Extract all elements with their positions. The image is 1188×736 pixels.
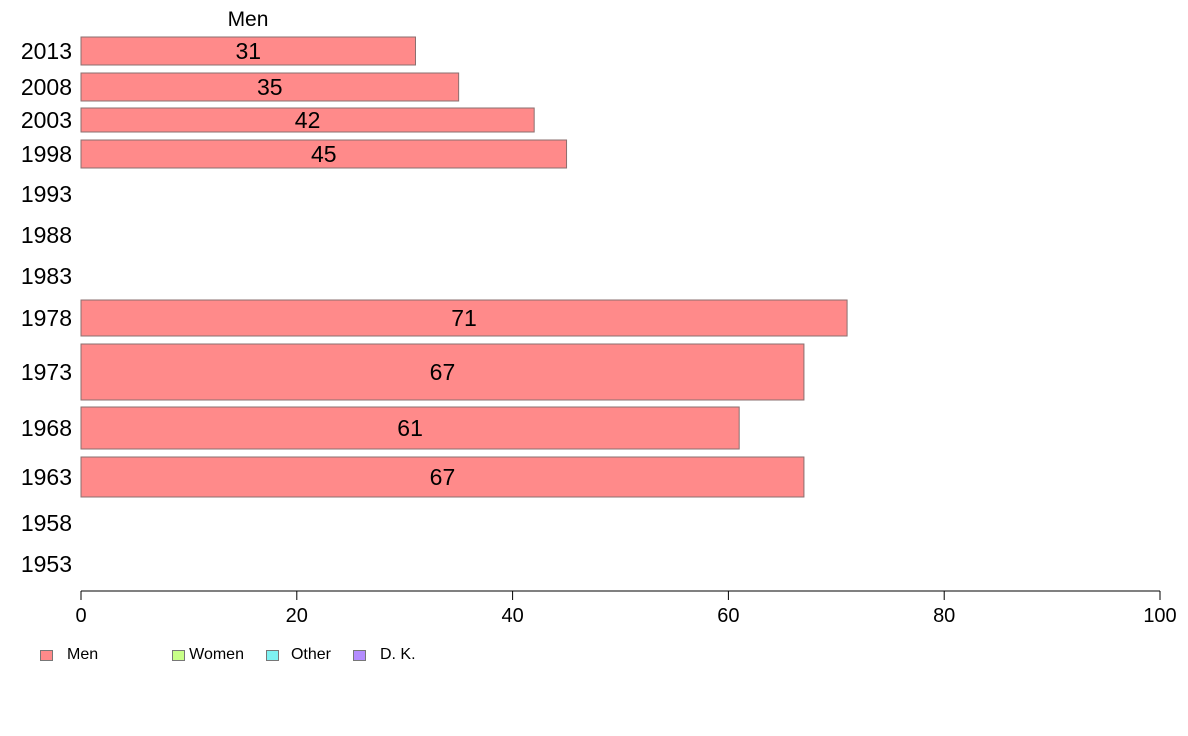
legend-label: Women (189, 646, 244, 663)
bar-value-label-2013: 31 (235, 38, 261, 64)
bar-value-label-2003: 42 (295, 107, 321, 133)
category-label-1998: 1998 (21, 141, 72, 167)
category-label-1968: 1968 (21, 415, 72, 441)
bar-value-label-1963: 67 (430, 464, 456, 490)
bar-1998 (80, 139, 568, 169)
x-tick-label-0: 0 (75, 605, 86, 627)
x-tick-label-80: 80 (933, 605, 955, 627)
bar-chart: Men 31 35 42 45 71 67 61 67 2013 2008 2003 1998 199… (21, 8, 1177, 627)
category-label-1958: 1958 (21, 510, 72, 536)
category-label-1983: 1983 (21, 263, 72, 289)
bar-1973 (80, 343, 805, 401)
category-labels: 2013 2008 2003 1998 1993 1988 1983 1978 1973 1968… (21, 38, 72, 577)
x-tick-label-40: 40 (501, 605, 523, 627)
legend-item-other: Other (265, 646, 331, 664)
legend-swatch (265, 649, 279, 661)
chart-title: Men (228, 8, 269, 31)
category-label-2013: 2013 (21, 38, 72, 64)
bar-value-label-2008: 35 (257, 74, 283, 100)
legend-label: D. K. (379, 646, 416, 663)
category-label-2003: 2003 (21, 107, 72, 133)
legend-item-men: Men (40, 646, 150, 664)
category-label-1993: 1993 (21, 181, 72, 207)
category-label-1953: 1953 (21, 551, 72, 577)
legend-label: Other (290, 646, 331, 663)
bar-2003 (80, 107, 535, 133)
legend-swatch (352, 649, 366, 661)
category-label-1978: 1978 (21, 305, 72, 331)
x-tick-label-20: 20 (286, 605, 308, 627)
x-tick-label-100: 100 (1143, 605, 1176, 627)
bar-2013 (80, 36, 416, 66)
bar-value-label-1978: 71 (451, 305, 477, 331)
x-tick-label-60: 60 (717, 605, 739, 627)
category-label-1988: 1988 (21, 222, 72, 248)
category-label-1973: 1973 (21, 359, 72, 385)
bar-value-label-1973: 67 (430, 359, 456, 385)
category-label-1963: 1963 (21, 464, 72, 490)
legend-swatch (40, 649, 53, 661)
x-axis-ticks: 0 20 40 60 80 100 (75, 591, 1177, 627)
bar-2008 (80, 72, 460, 102)
category-label-2008: 2008 (21, 74, 72, 100)
legend-label: Men (67, 646, 99, 663)
bar-value-label-1968: 61 (397, 415, 423, 441)
legend: Men Women Other D. K. (40, 646, 438, 664)
bar-1963 (80, 456, 805, 498)
bar-value-label-1998: 45 (311, 141, 337, 167)
legend-item-dk: D. K. (352, 646, 416, 664)
bar-1978 (80, 299, 848, 337)
bar-1968 (80, 406, 740, 450)
bars-group: 31 35 42 45 71 67 61 67 (80, 36, 848, 498)
legend-item-women: Women (172, 646, 244, 664)
legend-swatch (172, 649, 186, 661)
